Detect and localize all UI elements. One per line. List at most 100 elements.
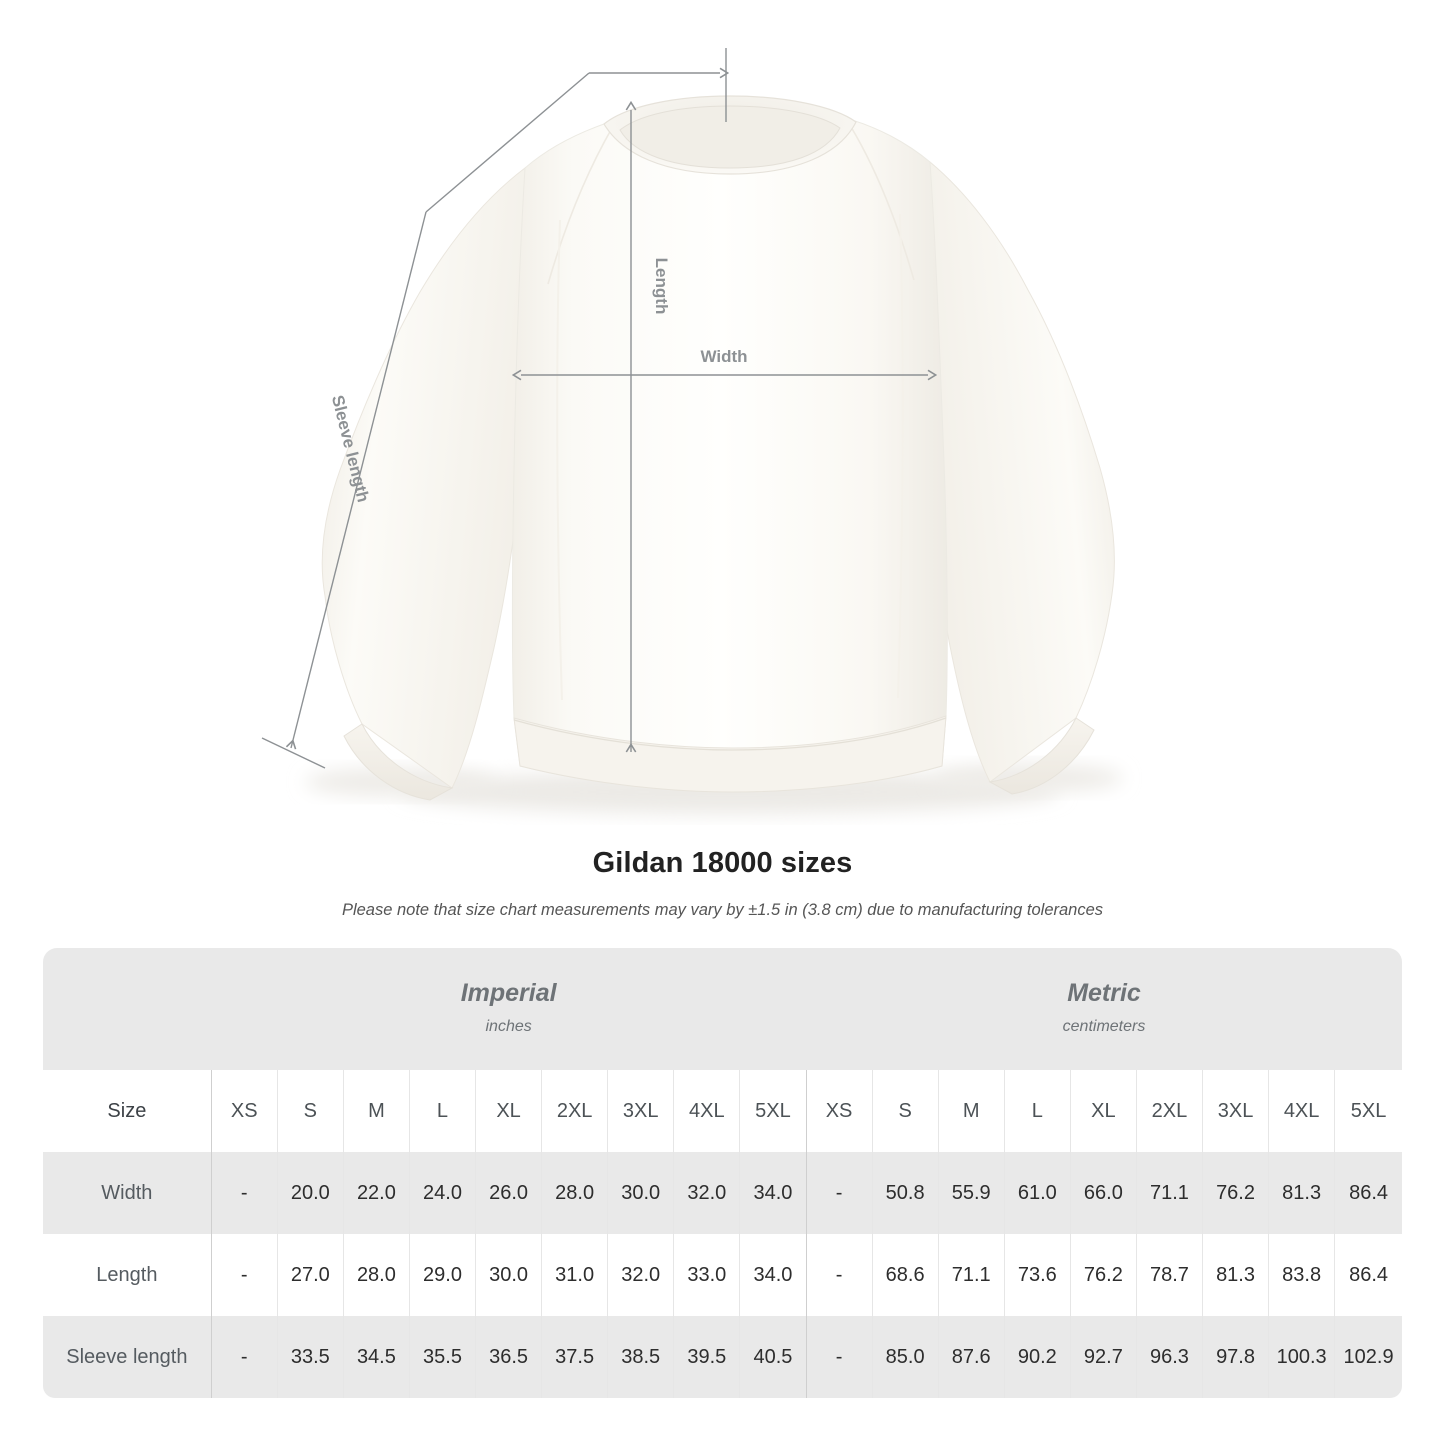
- length-imp-1: 27.0: [276, 1234, 344, 1316]
- tolerance-note: Please note that size chart measurements…: [341, 901, 1104, 919]
- size-header-met-3: L: [1003, 1070, 1071, 1152]
- right-cuff: [988, 717, 1095, 795]
- length-met-5: 78.7: [1135, 1234, 1203, 1316]
- sleeve-imp-5: 37.5: [541, 1316, 608, 1398]
- size-header-imp-7: 4XL: [673, 1070, 740, 1152]
- sleeve-length-line: [291, 211, 427, 748]
- width-met-2: 55.9: [937, 1152, 1005, 1234]
- width-imp-8: 34.0: [739, 1152, 807, 1234]
- width-imp-6: 30.0: [607, 1152, 674, 1234]
- sleeve-imp-4: 36.5: [475, 1316, 542, 1398]
- sleeve-shoulder-segment: [425, 72, 590, 213]
- length-met-0: -: [805, 1234, 873, 1316]
- size-header-imp-8: 5XL: [739, 1070, 807, 1152]
- left-cuff: [343, 723, 454, 801]
- sleeve-imp-0: -: [210, 1316, 278, 1398]
- imperial-unit-header: Imperial inches: [211, 948, 807, 1070]
- table-row-width: Width - 20.0 22.0 24.0 26.0 28.0 30.0 32…: [43, 1152, 1402, 1234]
- sleeve-met-1: 85.0: [871, 1316, 939, 1398]
- size-header-imp-5: 2XL: [541, 1070, 608, 1152]
- sleeve-met-3: 90.2: [1003, 1316, 1071, 1398]
- sleeve-imp-2: 34.5: [342, 1316, 410, 1398]
- unit-banner-row: Imperial inches Metric centimeters: [43, 948, 1402, 1070]
- size-header-met-0: XS: [805, 1070, 873, 1152]
- sleeve-met-4: 92.7: [1069, 1316, 1137, 1398]
- metric-unit-header: Metric centimeters: [806, 948, 1402, 1070]
- width-imp-1: 20.0: [276, 1152, 344, 1234]
- width-met-3: 61.0: [1003, 1152, 1071, 1234]
- metric-unit-sub: centimeters: [1062, 1018, 1146, 1035]
- length-met-6: 81.3: [1201, 1234, 1269, 1316]
- size-header-imp-2: M: [342, 1070, 410, 1152]
- length-met-8: 86.4: [1334, 1234, 1402, 1316]
- table-row-sleeve-length: Sleeve length - 33.5 34.5 35.5 36.5 37.5…: [43, 1316, 1402, 1398]
- size-chart-table: Imperial inches Metric centimeters Size …: [43, 948, 1402, 1398]
- title-block: Gildan 18000 sizes Please note that size…: [0, 845, 1445, 921]
- size-header-imp-3: L: [408, 1070, 476, 1152]
- width-met-6: 76.2: [1201, 1152, 1269, 1234]
- sleeve-met-8: 102.9: [1334, 1316, 1402, 1398]
- size-header-met-8: 5XL: [1334, 1070, 1402, 1152]
- length-imp-7: 33.0: [673, 1234, 740, 1316]
- width-met-0: -: [805, 1152, 873, 1234]
- width-imp-5: 28.0: [541, 1152, 608, 1234]
- width-imp-0: -: [210, 1152, 278, 1234]
- hem-seam: [513, 717, 947, 751]
- metric-unit-name: Metric: [1067, 979, 1141, 1007]
- size-header-met-4: XL: [1069, 1070, 1137, 1152]
- length-imp-0: -: [210, 1234, 278, 1316]
- width-met-4: 66.0: [1069, 1152, 1137, 1234]
- size-header-imp-6: 3XL: [607, 1070, 674, 1152]
- size-header-met-2: M: [937, 1070, 1005, 1152]
- size-header-met-5: 2XL: [1135, 1070, 1203, 1152]
- body-fold-left: [556, 219, 563, 701]
- width-label: Width: [700, 347, 747, 366]
- length-imp-8: 34.0: [739, 1234, 807, 1316]
- length-met-3: 73.6: [1003, 1234, 1071, 1316]
- length-imp-5: 31.0: [541, 1234, 608, 1316]
- size-header-imp-1: S: [276, 1070, 344, 1152]
- length-met-7: 83.8: [1268, 1234, 1335, 1316]
- length-imp-4: 30.0: [475, 1234, 542, 1316]
- width-imp-2: 22.0: [342, 1152, 410, 1234]
- unit-banner-spacer: [43, 948, 212, 1070]
- row-label-width: Width: [43, 1152, 212, 1234]
- garment-body: [512, 119, 948, 793]
- sleeve-imp-6: 38.5: [607, 1316, 674, 1398]
- sleeve-met-0: -: [805, 1316, 873, 1398]
- size-header-label: Size: [43, 1070, 212, 1152]
- length-imp-3: 29.0: [408, 1234, 476, 1316]
- row-label-sleeve-length: Sleeve length: [43, 1316, 212, 1398]
- sleeve-met-6: 97.8: [1201, 1316, 1269, 1398]
- size-header-met-7: 4XL: [1268, 1070, 1335, 1152]
- left-shoulder-seam: [547, 127, 613, 285]
- length-imp-6: 32.0: [607, 1234, 674, 1316]
- right-shoulder-seam: [847, 121, 915, 281]
- row-label-length: Length: [43, 1234, 212, 1316]
- size-header-row: Size XS S M L XL 2XL 3XL 4XL 5XL XS S M …: [43, 1070, 1402, 1152]
- sleeve-met-5: 96.3: [1135, 1316, 1203, 1398]
- size-header-imp-4: XL: [475, 1070, 542, 1152]
- table-row-length: Length - 27.0 28.0 29.0 30.0 31.0 32.0 3…: [43, 1234, 1402, 1316]
- neck-opening: [619, 105, 841, 169]
- garment-diagram: Length Width Sleeve length: [261, 48, 1123, 814]
- sleeve-met-7: 100.3: [1268, 1316, 1335, 1398]
- size-header-met-6: 3XL: [1201, 1070, 1269, 1152]
- sleeve-bottom-tick: [261, 737, 326, 769]
- sleeve-imp-7: 39.5: [673, 1316, 740, 1398]
- width-met-7: 81.3: [1268, 1152, 1335, 1234]
- body-fold-right: [897, 213, 904, 699]
- width-imp-4: 26.0: [475, 1152, 542, 1234]
- length-imp-2: 28.0: [342, 1234, 410, 1316]
- size-header-imp-0: XS: [210, 1070, 278, 1152]
- length-label: Length: [652, 258, 671, 315]
- width-imp-3: 24.0: [408, 1152, 476, 1234]
- imperial-unit-sub: inches: [485, 1018, 532, 1035]
- page-title: Gildan 18000 sizes: [592, 847, 853, 879]
- length-met-2: 71.1: [937, 1234, 1005, 1316]
- width-met-8: 86.4: [1334, 1152, 1402, 1234]
- imperial-unit-name: Imperial: [460, 979, 557, 1007]
- sleeve-imp-8: 40.5: [739, 1316, 807, 1398]
- size-header-met-1: S: [871, 1070, 939, 1152]
- right-sleeve: [925, 160, 1115, 783]
